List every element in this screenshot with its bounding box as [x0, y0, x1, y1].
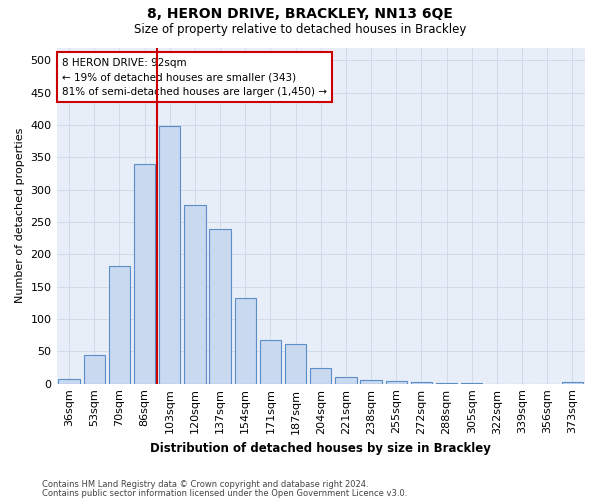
Bar	[361, 380, 382, 384]
Y-axis label: Number of detached properties: Number of detached properties	[15, 128, 25, 304]
Bar	[461, 383, 482, 384]
Bar	[235, 298, 256, 384]
Text: 8, HERON DRIVE, BRACKLEY, NN13 6QE: 8, HERON DRIVE, BRACKLEY, NN13 6QE	[147, 8, 453, 22]
Bar	[562, 382, 583, 384]
Text: Contains public sector information licensed under the Open Government Licence v3: Contains public sector information licen…	[42, 488, 407, 498]
Bar	[58, 378, 80, 384]
Text: Size of property relative to detached houses in Brackley: Size of property relative to detached ho…	[134, 22, 466, 36]
Bar	[310, 368, 331, 384]
Bar	[109, 266, 130, 384]
Bar	[83, 354, 105, 384]
Text: Contains HM Land Registry data © Crown copyright and database right 2024.: Contains HM Land Registry data © Crown c…	[42, 480, 368, 489]
Bar	[386, 381, 407, 384]
Bar	[411, 382, 432, 384]
Bar	[209, 228, 231, 384]
X-axis label: Distribution of detached houses by size in Brackley: Distribution of detached houses by size …	[151, 442, 491, 455]
Bar	[159, 126, 181, 384]
Bar	[436, 383, 457, 384]
Bar	[184, 204, 206, 384]
Bar	[260, 340, 281, 384]
Bar	[134, 164, 155, 384]
Text: 8 HERON DRIVE: 92sqm
← 19% of detached houses are smaller (343)
81% of semi-deta: 8 HERON DRIVE: 92sqm ← 19% of detached h…	[62, 58, 327, 97]
Bar	[335, 377, 356, 384]
Bar	[285, 344, 307, 384]
